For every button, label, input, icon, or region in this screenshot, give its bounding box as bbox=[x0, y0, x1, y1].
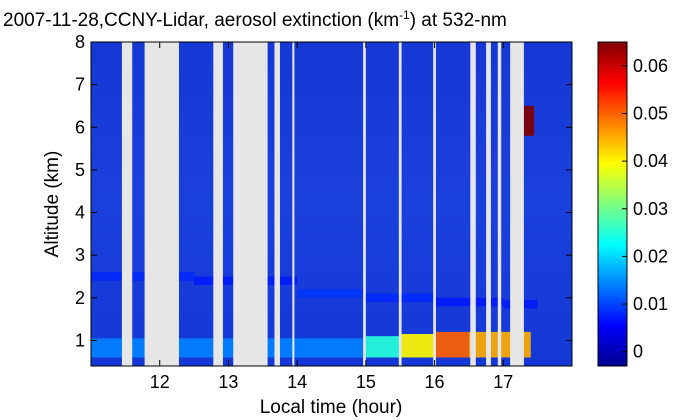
y-tick-label: 8 bbox=[75, 32, 85, 52]
layer-segment bbox=[297, 338, 366, 358]
y-tick-label: 1 bbox=[75, 330, 85, 350]
x-tick-label: 17 bbox=[493, 372, 513, 392]
no-data-gap bbox=[274, 42, 280, 366]
y-tick-label: 2 bbox=[75, 288, 85, 308]
layer-segment bbox=[523, 105, 535, 136]
colorbar-gradient bbox=[597, 41, 628, 367]
no-data-gap bbox=[433, 42, 436, 366]
colorbar-ticks: 0 0.01 0.02 0.03 0.04 0.05 0.06 bbox=[622, 56, 668, 362]
layer-segment bbox=[400, 334, 435, 358]
layer-segment bbox=[434, 331, 469, 358]
y-tick-label: 6 bbox=[75, 117, 85, 137]
no-data-gap bbox=[213, 42, 223, 366]
colorbar-tick-label: 0.02 bbox=[633, 246, 668, 266]
y-tick-label: 5 bbox=[75, 160, 85, 180]
y-axis-label: Altitude (km) bbox=[42, 151, 63, 258]
x-axis-ticks: 12 13 14 15 16 17 bbox=[150, 42, 513, 392]
x-tick-label: 16 bbox=[425, 372, 445, 392]
layer-segment bbox=[468, 331, 518, 358]
colorbar-tick-label: 0.01 bbox=[633, 294, 668, 314]
x-axis-label: Local time (hour) bbox=[260, 397, 403, 418]
x-tick-label: 15 bbox=[356, 372, 376, 392]
colorbar-tick-label: 0.06 bbox=[633, 56, 668, 76]
layer-cloud bbox=[523, 105, 535, 136]
x-tick-label: 14 bbox=[287, 372, 307, 392]
colorbar: 0 0.01 0.02 0.03 0.04 0.05 0.06 bbox=[597, 41, 668, 367]
layer-segment bbox=[91, 272, 195, 281]
chart-title-superscript: -1 bbox=[399, 8, 410, 22]
y-axis-ticks: 1 2 3 4 5 6 7 8 bbox=[75, 32, 572, 350]
no-data-gap bbox=[470, 42, 476, 366]
colorbar-tick-label: 0.05 bbox=[633, 103, 668, 123]
colorbar-tick-label: 0.04 bbox=[633, 151, 668, 171]
no-data-gap bbox=[497, 42, 502, 366]
layer-segment bbox=[297, 289, 366, 298]
y-tick-label: 3 bbox=[75, 245, 85, 265]
chart-title-suffix: ) at 532-nm bbox=[410, 10, 507, 31]
no-data-gap bbox=[121, 42, 133, 366]
layer-segment bbox=[434, 297, 504, 307]
y-tick-label: 7 bbox=[75, 75, 85, 95]
no-data-gap bbox=[398, 42, 402, 366]
heatmap-plot-area bbox=[90, 41, 573, 367]
no-data-gap bbox=[363, 42, 366, 366]
x-tick-label: 12 bbox=[150, 372, 170, 392]
no-data-gap bbox=[486, 42, 491, 366]
no-data-gap bbox=[292, 42, 295, 366]
no-data-gap bbox=[233, 42, 268, 366]
chart-title: 2007-11-28,CCNY-Lidar, aerosol extinctio… bbox=[3, 8, 507, 31]
chart-title-prefix: 2007-11-28,CCNY-Lidar, aerosol extinctio… bbox=[3, 10, 399, 31]
colorbar-tick-label: 0.03 bbox=[633, 199, 668, 219]
plot-frame bbox=[90, 41, 573, 367]
x-tick-label: 13 bbox=[218, 372, 238, 392]
no-data-gaps bbox=[121, 42, 524, 366]
no-data-gap bbox=[510, 42, 524, 366]
layer-segment bbox=[365, 336, 401, 358]
no-data-gap bbox=[144, 42, 179, 366]
y-tick-label: 4 bbox=[75, 203, 85, 223]
colorbar-tick-label: 0 bbox=[633, 342, 643, 362]
